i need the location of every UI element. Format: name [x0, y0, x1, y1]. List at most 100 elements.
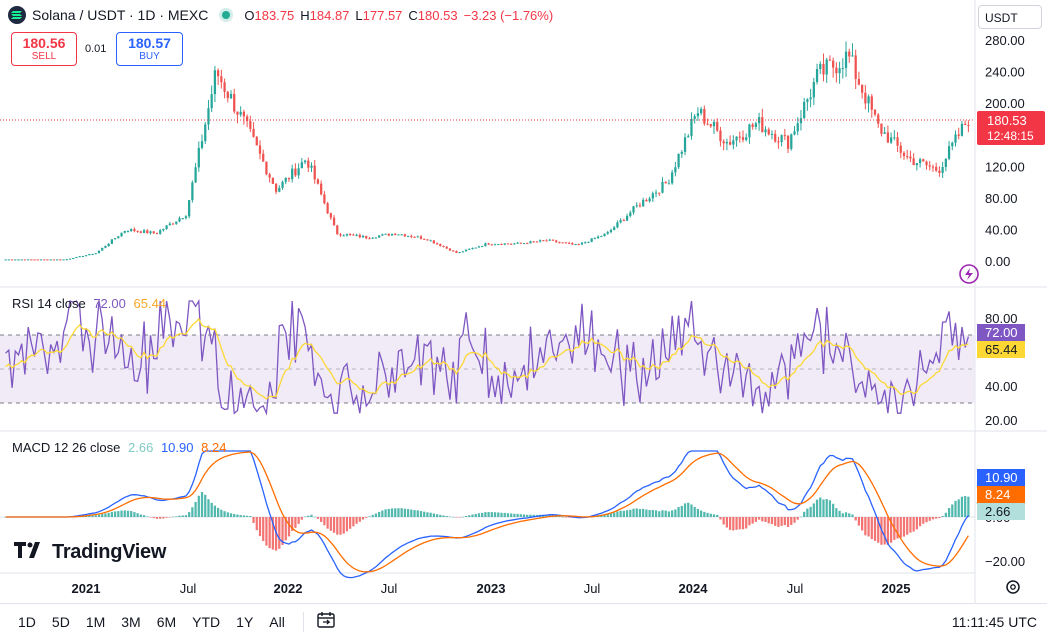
rsi-line	[5, 298, 970, 416]
macd-histogram-bar	[899, 517, 902, 538]
time-axis-label: 2024	[679, 581, 709, 596]
candle-body	[848, 51, 851, 57]
range-6m[interactable]: 6M	[156, 613, 177, 630]
macd-histogram-bar	[493, 512, 497, 517]
candle-body	[474, 247, 477, 249]
candle-body	[899, 145, 902, 153]
macd-histogram-bar	[336, 517, 339, 535]
macd-histogram-bar	[928, 517, 931, 521]
macd-histogram-bar	[374, 513, 378, 517]
macd-histogram-bar	[403, 508, 407, 517]
candle-body	[909, 156, 912, 159]
utc-clock[interactable]: 11:11:45 UTC	[951, 614, 1037, 630]
rsi-legend[interactable]: RSI 14 close 72.00 65.44	[12, 296, 166, 311]
price-pane[interactable]	[4, 41, 970, 261]
candle-body	[725, 141, 729, 144]
candle-body	[481, 245, 484, 247]
candle-body	[912, 158, 915, 166]
symbol-legend[interactable]: Solana / USDT · 1D · MEXC O183.75 H184.8…	[8, 6, 559, 24]
candle-body	[213, 70, 217, 95]
macd-histogram-bar	[452, 516, 455, 518]
settings-icon[interactable]	[1006, 580, 1020, 594]
macd-histogram-bar	[416, 510, 419, 517]
candle-body	[197, 147, 200, 168]
symbol-title[interactable]: Solana / USDT · 1D · MEXC	[32, 7, 209, 23]
macd-legend-hist: 2.66	[128, 440, 154, 455]
macd-histogram-bar	[291, 517, 294, 531]
range-3m[interactable]: 3M	[121, 613, 141, 630]
candle-body	[902, 152, 906, 157]
macd-histogram-bar	[616, 511, 619, 517]
macd-histogram-bar	[951, 504, 954, 517]
macd-histogram-bar	[175, 516, 178, 517]
candle-body	[519, 242, 522, 244]
candle-body	[133, 229, 136, 232]
macd-histogram-bar	[619, 510, 622, 517]
macd-histogram-bar	[938, 517, 941, 519]
candle-body	[960, 123, 964, 136]
macd-histogram-bar	[455, 517, 458, 518]
currency-button[interactable]: USDT	[978, 5, 1042, 29]
lightning-icon[interactable]	[959, 264, 979, 284]
candle-body	[638, 205, 642, 207]
macd-histogram-bar	[867, 517, 870, 537]
macd-histogram-bar	[217, 507, 220, 517]
macd-legend[interactable]: MACD 12 26 close 2.66 10.90 8.24	[12, 440, 226, 455]
candle-body	[110, 239, 113, 244]
candle-body	[113, 238, 117, 240]
candle-body	[667, 183, 671, 185]
rsi-pane[interactable]	[5, 298, 970, 416]
macd-histogram-bar	[671, 510, 674, 517]
range-ytd[interactable]: YTD	[192, 613, 221, 630]
candle-body	[168, 223, 171, 226]
candle-body	[284, 177, 287, 182]
rsi-ma-tag	[977, 341, 1025, 358]
buy-button[interactable]: 180.57 BUY	[116, 32, 183, 66]
date-range-calendar-icon[interactable]	[316, 610, 336, 633]
candle-body	[780, 135, 783, 142]
tradingview-logo[interactable]: TradingView	[14, 541, 166, 564]
macd-histogram-bar	[94, 515, 97, 517]
candle-body	[635, 205, 638, 207]
time-axis[interactable]: 2021 Jul 2022 Jul 2023 Jul 2024 Jul 2025	[72, 581, 911, 596]
range-1m[interactable]: 1M	[85, 613, 106, 630]
macd-histogram-bar	[896, 517, 899, 539]
candle-body	[838, 68, 841, 74]
candle-body	[825, 59, 828, 75]
macd-histogram-bar	[642, 508, 645, 517]
price-tick-label: 0.00	[985, 254, 1010, 269]
macd-histogram-bar	[519, 514, 522, 517]
candle-body	[52, 259, 56, 261]
macd-histogram-bar	[381, 510, 384, 517]
macd-histogram-bar	[181, 515, 184, 517]
macd-histogram-bar	[323, 517, 326, 526]
sell-button[interactable]: 180.56 SELL	[11, 32, 77, 66]
candle-body	[841, 68, 844, 70]
macd-histogram-bar	[487, 512, 490, 517]
macd-histogram-bar	[159, 517, 162, 519]
macd-histogram-bar	[107, 512, 110, 517]
candle-body	[352, 234, 355, 236]
time-axis-label: 2025	[882, 581, 911, 596]
price-axis[interactable]: 280.00240.00200.00160.00120.0080.0040.00…	[985, 33, 1025, 269]
range-all[interactable]: All	[269, 613, 285, 630]
candle-body	[313, 165, 316, 180]
candle-body	[249, 121, 252, 129]
range-5d[interactable]: 5D	[51, 613, 70, 630]
macd-histogram-bar	[136, 513, 139, 517]
macd-histogram-bar	[439, 514, 442, 517]
candle-body	[332, 217, 336, 226]
candle-body	[722, 141, 725, 144]
range-1d[interactable]: 1D	[18, 613, 36, 630]
range-1y[interactable]: 1Y	[236, 613, 254, 630]
macd-histogram-bar	[139, 514, 142, 517]
candle-body	[265, 161, 268, 175]
macd-histogram-bar	[799, 516, 803, 518]
macd-histogram-bar	[197, 495, 200, 517]
macd-pane[interactable]	[4, 450, 970, 579]
buy-price: 180.57	[128, 35, 171, 51]
macd-histogram-bar	[255, 517, 258, 531]
candle-body	[551, 239, 555, 241]
macd-histogram-bar	[838, 510, 841, 517]
